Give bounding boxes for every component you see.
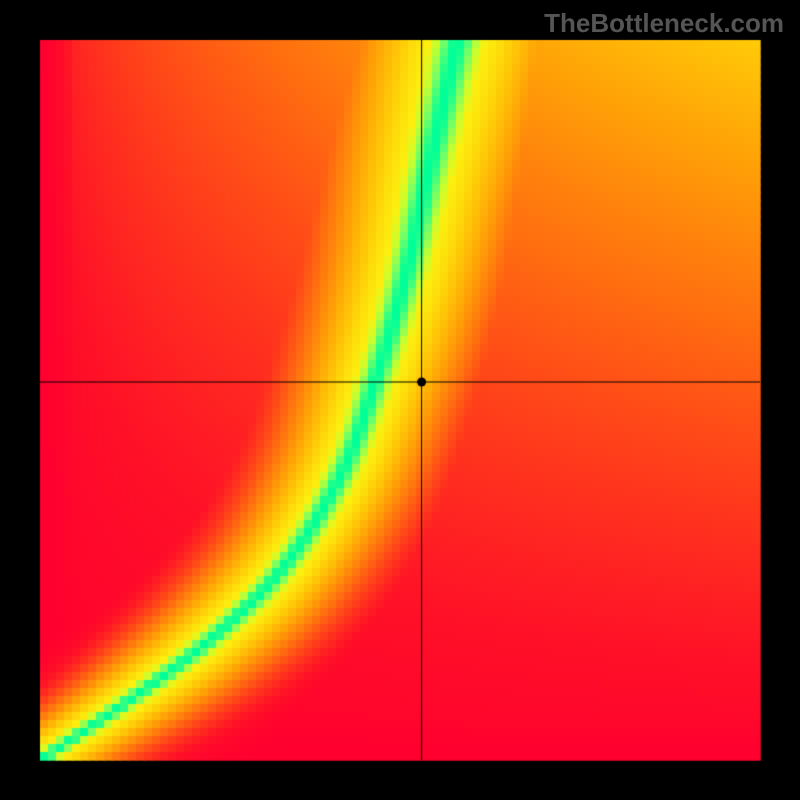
bottleneck-heatmap	[0, 0, 800, 800]
watermark-text: TheBottleneck.com	[544, 8, 784, 39]
chart-container: { "meta": { "watermark_text": "TheBottle…	[0, 0, 800, 800]
